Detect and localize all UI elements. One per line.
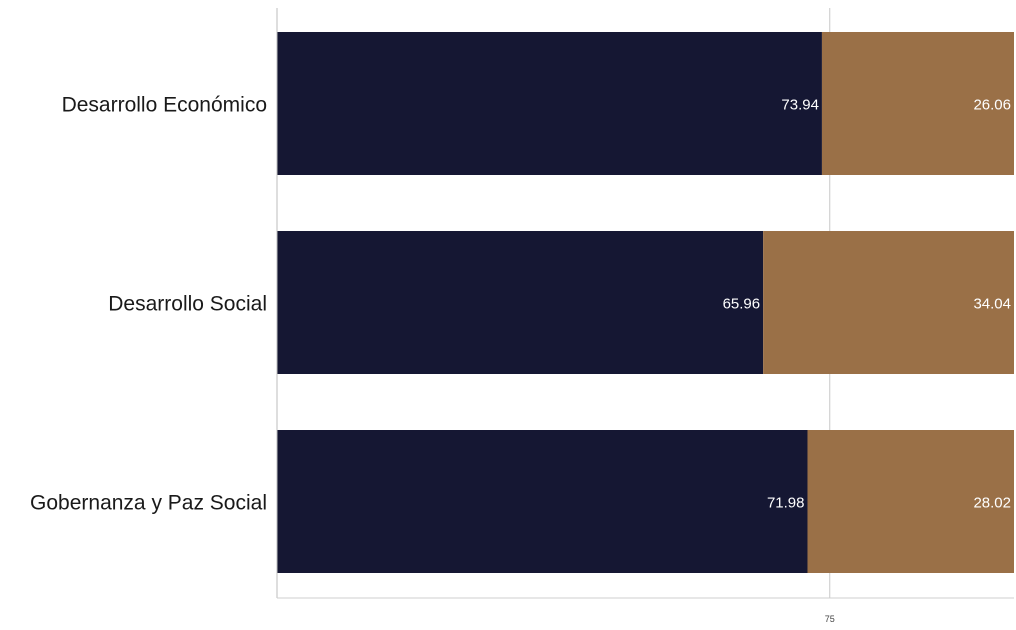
category-label-1: Desarrollo Social (108, 293, 267, 316)
data-label-s0-c1: 65.96 (723, 296, 761, 313)
bar-segment-s0-c1 (277, 231, 764, 374)
bar-segment-s0-c0 (277, 32, 822, 175)
category-label-0: Desarrollo Económico (62, 94, 267, 117)
labels-layer: 73.94 26.06 65.96 34.04 71.98 28.02 (723, 97, 1011, 512)
bars-layer (277, 32, 1014, 573)
data-label-s1-c1: 34.04 (973, 296, 1011, 313)
bar-segment-s1-c1 (763, 231, 1014, 374)
bar-segment-s1-c2 (807, 430, 1014, 573)
axis-layer: 75 Desarrollo Económico Desarrollo Social G… (30, 8, 1014, 624)
bar-segment-s0-c2 (277, 430, 808, 573)
data-label-s1-c2: 28.02 (973, 495, 1011, 512)
bar-segment-s1-c0 (821, 32, 1014, 175)
data-label-s1-c0: 26.06 (973, 97, 1011, 114)
data-label-s0-c0: 73.94 (781, 97, 819, 114)
x-tick-label: 75 (825, 614, 835, 624)
data-label-s0-c2: 71.98 (767, 495, 805, 512)
category-label-2: Gobernanza y Paz Social (30, 492, 267, 515)
